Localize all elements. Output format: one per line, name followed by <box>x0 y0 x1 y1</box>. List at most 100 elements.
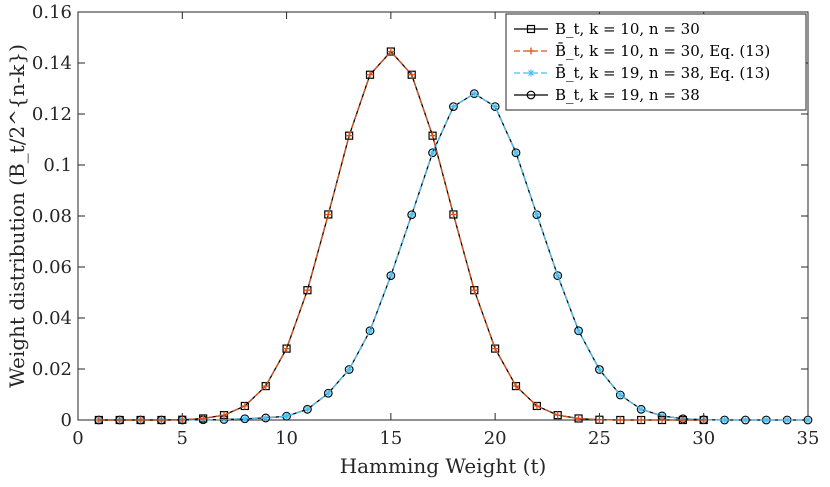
data-point-plus <box>616 416 624 424</box>
x-tick-label: 5 <box>177 428 188 449</box>
data-point-circle <box>303 404 312 414</box>
data-point-plus <box>527 47 535 55</box>
data-point-plus <box>241 402 249 410</box>
data-point-asterisk <box>762 416 770 424</box>
data-point-plus <box>137 416 145 424</box>
data-point-asterisk <box>220 415 228 423</box>
data-point-circle <box>407 210 417 220</box>
data-point-asterisk <box>804 416 812 424</box>
legend-entry: B_t, k = 19, n = 38 <box>514 86 700 104</box>
data-point-plus <box>554 411 562 419</box>
data-point-circle <box>428 148 437 158</box>
data-point-asterisk <box>449 103 457 111</box>
x-tick-label: 0 <box>72 428 83 449</box>
y-tick-label: 0.12 <box>32 104 72 125</box>
data-point-asterisk <box>575 327 583 335</box>
data-point-circle <box>553 271 563 281</box>
data-point-asterisk <box>241 415 249 423</box>
data-point-asterisk <box>283 412 291 420</box>
data-point-asterisk <box>533 211 541 219</box>
data-point-circle <box>636 404 646 414</box>
legend-label: B_t, k = 19, n = 38 <box>555 86 700 104</box>
series-2 <box>95 48 708 424</box>
data-point-circle <box>803 415 813 425</box>
data-point-plus <box>679 416 687 424</box>
data-point-asterisk <box>512 149 520 157</box>
legend-label: B̄_t, k = 10, n = 30, Eq. (13) <box>555 42 770 60</box>
data-point-asterisk <box>527 69 535 77</box>
data-point-plus <box>533 402 541 410</box>
y-tick-label: 0 <box>61 410 72 431</box>
data-point-asterisk <box>491 103 499 111</box>
data-point-circle <box>386 271 396 281</box>
data-point-asterisk <box>616 391 624 399</box>
data-point-plus <box>199 414 207 422</box>
data-point-plus <box>220 411 228 419</box>
x-tick-label: 20 <box>484 428 507 449</box>
data-point-plus <box>178 416 186 424</box>
y-tick-label: 0.1 <box>43 155 72 176</box>
data-point-circle <box>469 89 479 98</box>
data-point-plus <box>157 416 165 424</box>
data-point-plus <box>700 416 708 424</box>
data-point-asterisk <box>783 416 791 424</box>
data-point-plus <box>491 345 499 353</box>
data-point-asterisk <box>387 272 395 280</box>
data-point-asterisk <box>429 149 437 157</box>
legend: B_t, k = 10, n = 30 B̄_t, k = 10, n = 30,… <box>505 13 807 111</box>
x-tick-label: 35 <box>797 428 820 449</box>
data-point-square <box>526 24 536 34</box>
y-axis-label: Weight distribution (B_t/2^{n-k}) <box>5 44 29 388</box>
legend-label: B_t, k = 10, n = 30 <box>555 20 700 38</box>
data-point-plus <box>637 416 645 424</box>
data-point-plus <box>658 416 666 424</box>
x-tick-label: 25 <box>588 428 611 449</box>
y-tick-label: 0.16 <box>32 2 72 23</box>
data-point-asterisk <box>741 416 749 424</box>
data-point-plus <box>429 132 437 140</box>
data-point-plus <box>470 286 478 294</box>
data-point-circle <box>741 415 750 425</box>
data-point-plus <box>387 48 395 56</box>
data-point-circle <box>595 365 604 374</box>
data-point-plus <box>116 416 124 424</box>
data-point-circle <box>490 102 500 112</box>
y-tick-label: 0.14 <box>32 53 72 74</box>
data-point-circle <box>532 210 542 220</box>
data-point-circle <box>511 148 521 158</box>
data-point-circle <box>365 326 375 336</box>
data-point-plus <box>512 382 520 390</box>
data-point-plus <box>262 382 270 390</box>
data-point-asterisk <box>345 366 353 374</box>
data-point-plus <box>408 71 416 79</box>
data-point-plus <box>366 71 374 79</box>
legend-entry: B̄_t, k = 19, n = 38, Eq. (13) <box>514 64 770 82</box>
data-point-plus <box>575 414 583 422</box>
data-point-plus <box>449 210 457 218</box>
data-point-circle <box>323 388 333 398</box>
data-point-plus <box>283 345 291 353</box>
data-point-asterisk <box>721 416 729 424</box>
y-tick-label: 0.04 <box>32 308 72 329</box>
data-point-circle <box>449 102 458 112</box>
legend-label: B̄_t, k = 19, n = 38, Eq. (13) <box>555 64 770 82</box>
data-point-asterisk <box>324 389 332 397</box>
x-tick-label: 15 <box>379 428 402 449</box>
x-tick-label: 30 <box>692 428 715 449</box>
x-axis-label: Hamming Weight (t) <box>340 454 547 478</box>
data-point-asterisk <box>408 211 416 219</box>
data-point-asterisk <box>262 414 270 422</box>
legend-box <box>505 13 807 111</box>
data-point-asterisk <box>595 366 603 374</box>
data-point-circle <box>526 90 536 100</box>
y-tick-label: 0.06 <box>32 257 72 278</box>
data-point-circle <box>344 365 354 374</box>
y-tick-label: 0.02 <box>32 359 72 380</box>
y-tick-label: 0.08 <box>32 206 72 227</box>
data-point-asterisk <box>637 405 645 413</box>
data-point-plus <box>95 416 103 424</box>
data-point-circle <box>615 390 625 400</box>
data-point-asterisk <box>366 327 374 335</box>
data-point-asterisk <box>470 90 478 98</box>
